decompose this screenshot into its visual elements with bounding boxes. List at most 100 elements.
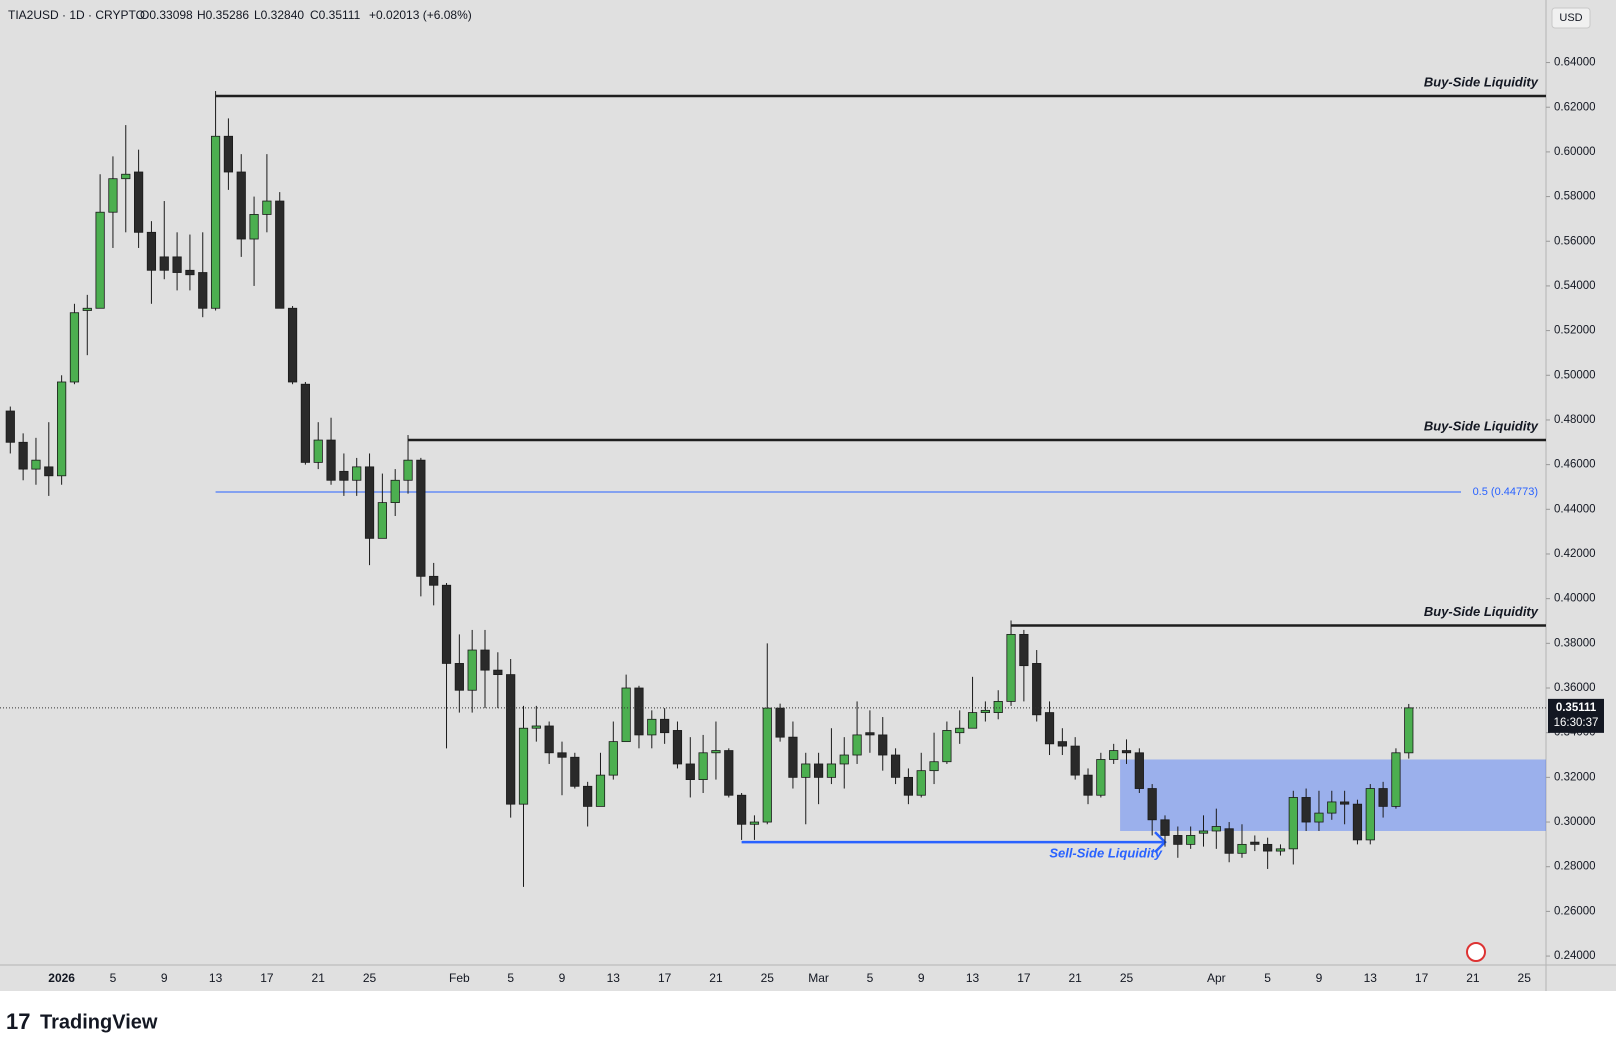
- bear-body: [236, 171, 246, 240]
- y-tick-label: 0.26000: [1554, 905, 1596, 917]
- x-tick-label: 13: [209, 971, 223, 985]
- bull-body: [942, 730, 952, 763]
- buy-side-label: Buy-Side Liquidity: [1424, 74, 1539, 89]
- x-tick-label: 25: [1120, 971, 1134, 985]
- currency-box[interactable]: [1551, 7, 1591, 29]
- y-tick-label: 0.60000: [1554, 146, 1596, 158]
- y-tick-label: 0.24000: [1554, 950, 1596, 962]
- bull-body: [1237, 843, 1247, 854]
- brand-name: TradingView: [40, 1011, 158, 1033]
- bear-body: [1044, 712, 1055, 745]
- bear-body: [159, 256, 169, 271]
- bear-body: [441, 584, 452, 664]
- bear-body: [275, 200, 285, 309]
- x-tick-label: 21: [312, 971, 326, 985]
- bear-body: [813, 763, 824, 778]
- bear-body: [583, 785, 593, 807]
- buy-side-label: Buy-Side Liquidity: [1424, 604, 1539, 619]
- x-tick-label: 2026: [48, 971, 75, 985]
- symbol: TIA2USD · 1D · CRYPTO: [8, 8, 145, 22]
- last-price-tag: [1548, 698, 1604, 733]
- bull-body: [210, 135, 221, 309]
- bear-body: [1019, 633, 1029, 667]
- bull-body: [313, 439, 323, 463]
- currency: USD: [1559, 12, 1582, 24]
- bull-body: [980, 709, 990, 713]
- bear-body: [1173, 835, 1183, 845]
- bull-body: [403, 459, 413, 481]
- bear-body: [287, 307, 298, 383]
- bear-body: [480, 649, 490, 671]
- y-tick-label: 0.62000: [1554, 101, 1596, 113]
- bull-body: [249, 214, 259, 240]
- bear-body: [1083, 774, 1093, 796]
- y-tick-label: 0.30000: [1554, 816, 1596, 828]
- bear-body: [890, 754, 901, 778]
- bull-body: [352, 466, 362, 481]
- bull-body: [762, 707, 772, 823]
- y-tick-label: 0.42000: [1554, 548, 1596, 560]
- bull-body: [1186, 835, 1196, 845]
- bull-body: [929, 761, 939, 772]
- x-tick-label: 25: [761, 971, 775, 985]
- x-tick-label: Apr: [1207, 971, 1226, 985]
- bear-body: [339, 470, 349, 481]
- x-tick-label: 9: [161, 971, 168, 985]
- bull-body: [1391, 752, 1401, 807]
- bull-body: [826, 763, 837, 778]
- bull-body: [1096, 759, 1106, 796]
- bear-body: [544, 725, 554, 754]
- brand: 17 TradingView: [6, 1009, 158, 1034]
- fib-label: 0.5 (0.44773): [1473, 486, 1538, 498]
- bear-body: [5, 410, 15, 443]
- bear-body: [1134, 752, 1144, 789]
- x-tick-label: 9: [1316, 971, 1323, 985]
- bear-body: [557, 752, 567, 758]
- bull-body: [1109, 750, 1119, 760]
- bear-body: [44, 466, 54, 477]
- bear-body: [223, 135, 234, 173]
- event-flag[interactable]: [1466, 942, 1486, 962]
- bull-body: [1404, 707, 1414, 754]
- bull-body: [1211, 826, 1221, 832]
- x-tick-label: 13: [1364, 971, 1378, 985]
- bull-body: [518, 727, 529, 805]
- y-tick-label: 0.54000: [1554, 280, 1596, 292]
- bear-body: [903, 776, 914, 796]
- x-tick-label: 13: [966, 971, 980, 985]
- y-tick-label: 0.36000: [1554, 682, 1596, 694]
- countdown: 16:30:37: [1554, 717, 1599, 729]
- x-tick-label: 21: [1069, 971, 1083, 985]
- bear-body: [685, 763, 695, 780]
- x-tick-label: 25: [363, 971, 377, 985]
- y-tick-label: 0.46000: [1554, 459, 1596, 471]
- bear-body: [788, 736, 798, 778]
- bear-body: [878, 734, 888, 756]
- sell-side-label: Sell-Side Liquidity: [1049, 846, 1162, 861]
- bull-body: [1314, 812, 1324, 823]
- y-tick-label: 0.58000: [1554, 191, 1596, 203]
- x-tick-label: 9: [559, 971, 566, 985]
- bull-body: [749, 821, 760, 825]
- bear-body: [1224, 828, 1234, 854]
- legend-high: H0.35286: [197, 8, 249, 22]
- bear-body: [1147, 788, 1157, 821]
- y-tick-label: 0.32000: [1554, 771, 1596, 783]
- bear-body: [1057, 741, 1067, 747]
- bear-body: [493, 669, 503, 676]
- y-tick-label: 0.56000: [1554, 235, 1596, 247]
- bull-body: [839, 754, 849, 765]
- bull-body: [698, 752, 708, 780]
- bull-body: [108, 178, 118, 213]
- x-tick-label: 5: [867, 971, 874, 985]
- bear-body: [1121, 750, 1132, 754]
- bull-body: [916, 770, 926, 796]
- candles: [5, 96, 1414, 887]
- bear-body: [634, 687, 644, 736]
- bull-body: [1288, 797, 1298, 850]
- bear-body: [18, 441, 28, 470]
- bear-body: [737, 794, 747, 825]
- liquidity-zone: [1120, 759, 1546, 831]
- bear-body: [1378, 788, 1388, 807]
